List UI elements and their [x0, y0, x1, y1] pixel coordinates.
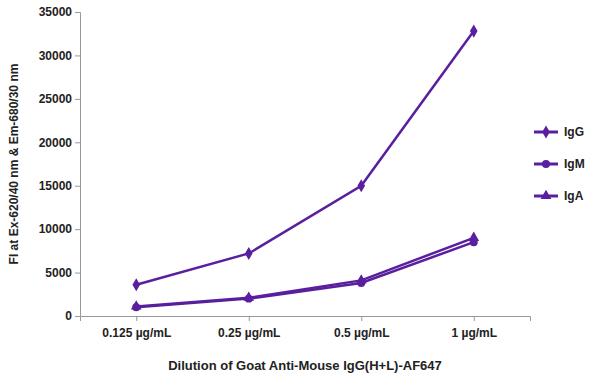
x-tick-mark: [474, 316, 475, 321]
y-tick-mark: [75, 55, 80, 56]
marks: [131, 25, 479, 312]
x-tick: 0.5 µg/mL: [334, 316, 390, 340]
y-tick: 30000: [39, 49, 80, 63]
x-tick: 0.125 µg/mL: [102, 316, 171, 340]
y-tick-mark: [75, 186, 80, 187]
y-tick-label: 35000: [39, 5, 73, 19]
y-tick: 35000: [39, 5, 80, 19]
y-tick: 5000: [45, 266, 80, 280]
y-tick-label: 15000: [39, 179, 73, 193]
legend-item: IgG: [534, 125, 584, 139]
y-tick-mark: [75, 229, 80, 230]
legend: IgG IgM IgA: [534, 125, 585, 203]
plot: 0 5000 10000 15000 20000 25000 30000 35000 0.125…: [39, 5, 531, 340]
legend-item: IgA: [534, 189, 584, 203]
y-tick-label: 0: [65, 309, 72, 323]
x-tick-mark: [361, 316, 362, 321]
series-line: [136, 242, 474, 307]
series-marker: [468, 232, 479, 241]
x-tick-mark: [249, 316, 250, 321]
x-axis-line: [81, 317, 531, 322]
y-axis-line: [75, 13, 81, 317]
series-marker: [357, 179, 365, 192]
y-tick-mark: [75, 12, 80, 13]
chart: 0 5000 10000 15000 20000 25000 30000 35000 0.125…: [0, 0, 600, 384]
y-tick: 25000: [39, 92, 80, 106]
y-tick: 15000: [39, 179, 80, 193]
series-marker: [131, 300, 142, 309]
x-tick-mark: [136, 316, 137, 321]
x-tick-label: 0.5 µg/mL: [334, 326, 390, 340]
y-tick-label: 10000: [39, 222, 73, 236]
legend-item: IgM: [534, 157, 585, 171]
x-tick-label: 0.125 µg/mL: [102, 326, 171, 340]
y-tick-mark: [75, 273, 80, 274]
y-tick-label: 25000: [39, 92, 73, 106]
x-tick-label: 1 µg/mL: [451, 326, 497, 340]
y-axis: 0 5000 10000 15000 20000 25000 30000 35000: [39, 5, 81, 323]
series-line: [136, 31, 474, 285]
y-tick-label: 5000: [45, 266, 72, 280]
y-tick: 0: [65, 309, 80, 323]
legend-label: IgM: [564, 157, 585, 171]
x-axis: 0.125 µg/mL 0.25 µg/mL 0.5 µg/mL 1 µg/mL: [81, 316, 531, 340]
x-tick-label: 0.25 µg/mL: [218, 326, 280, 340]
legend-marker: [542, 160, 550, 168]
y-tick: 20000: [39, 136, 80, 150]
y-axis-title: FI at Ex-620/40 nm & Em-680/30 nm: [7, 64, 21, 265]
series-marker: [243, 292, 254, 301]
series-marker: [356, 274, 367, 283]
x-tick: 0.25 µg/mL: [218, 316, 280, 340]
x-axis-title: Dilution of Goat Anti-Mouse IgG(H+L)-AF6…: [168, 358, 442, 373]
legend-marker: [542, 125, 550, 138]
series-marker: [132, 278, 140, 291]
series-line: [136, 238, 474, 307]
legend-label: IgG: [564, 125, 584, 139]
y-tick-mark: [75, 99, 80, 100]
y-tick-mark: [75, 316, 80, 317]
y-tick-label: 20000: [39, 136, 73, 150]
legend-label: IgA: [564, 189, 584, 203]
y-tick: 10000: [39, 222, 80, 236]
y-tick-label: 30000: [39, 49, 73, 63]
legend-marker: [541, 190, 552, 199]
series-marker: [470, 25, 478, 38]
series-marker: [245, 247, 253, 260]
y-tick-mark: [75, 142, 80, 143]
x-tick: 1 µg/mL: [451, 316, 497, 340]
